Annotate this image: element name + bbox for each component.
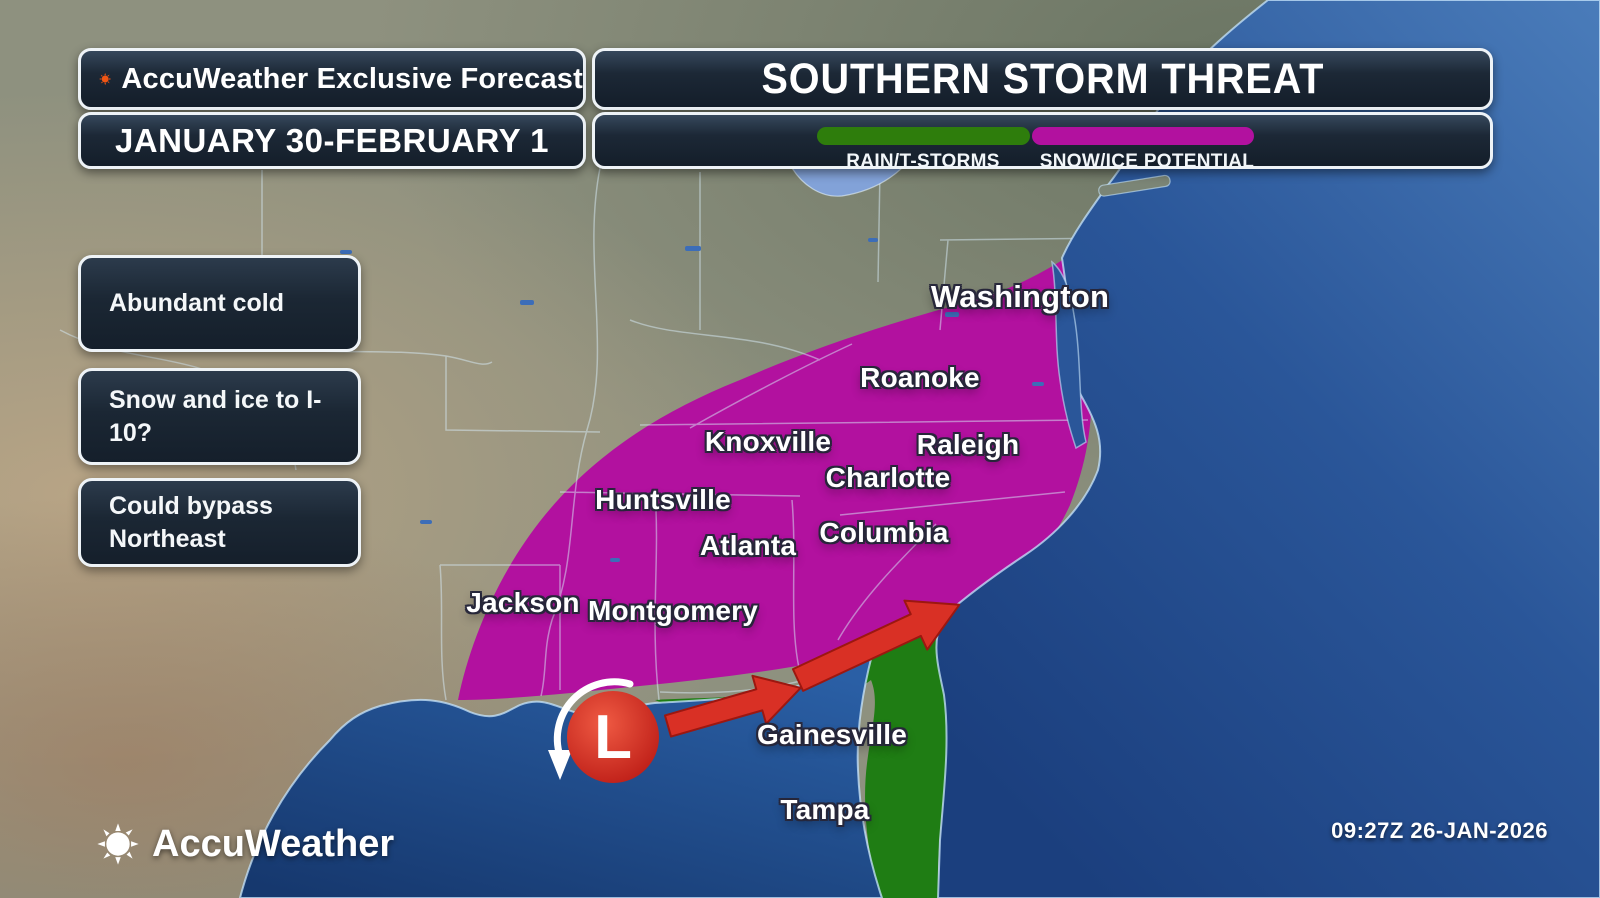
legend-bar: RAIN/T-STORMS SNOW/ICE POTENTIAL — [592, 112, 1493, 172]
city-label-gainesville: Gainesville — [756, 719, 908, 750]
accuweather-logo-text: AccuWeather — [152, 822, 395, 865]
callout-abundant-cold: Abundant cold — [78, 255, 361, 352]
storm-track-arrow-east — [791, 599, 961, 692]
long-island — [1098, 174, 1171, 197]
low-pressure-circle — [567, 691, 659, 783]
callout-text: Could bypass Northeast — [109, 492, 273, 553]
cyclonic-rotation-arrow — [553, 678, 634, 760]
low-pressure-letter: L — [594, 703, 632, 772]
rain-t-storms-area — [655, 624, 955, 898]
callout-snow-ice-i10: Snow and ice to I-10? — [78, 368, 361, 465]
city-label-raleigh: Raleigh — [916, 429, 1020, 460]
sun-icon — [99, 72, 112, 86]
city-label-columbia: Columbia — [819, 517, 949, 548]
city-label-roanoke: Roanoke — [860, 362, 980, 393]
title-bar: SOUTHERN STORM THREAT — [592, 48, 1493, 110]
city-label-montgomery: Montgomery — [588, 595, 758, 626]
city-label-huntsville: Huntsville — [595, 484, 731, 515]
legend-swatches — [817, 127, 1254, 145]
lake-erie — [790, 167, 904, 197]
callout-text: Snow and ice to I-10? — [109, 386, 322, 447]
timestamp: 09:27Z 26-JAN-2026 — [1331, 818, 1548, 843]
city-label-knoxville: Knoxville — [704, 426, 832, 457]
date-range: JANUARY 30-FEBRUARY 1 — [114, 121, 550, 159]
storm-track-arrow-west — [663, 674, 802, 738]
city-label-washington: Washington — [930, 279, 1110, 314]
callout-text: Abundant cold — [109, 289, 284, 318]
small-lakes — [340, 238, 1044, 562]
city-label-charlotte: Charlotte — [825, 462, 951, 493]
legend-swatch-rain — [817, 127, 1030, 145]
city-label-tampa: Tampa — [780, 794, 870, 825]
chesapeake-bay — [1050, 260, 1087, 450]
brand-text: AccuWeather Exclusive Forecast — [121, 62, 583, 95]
page-title: SOUTHERN STORM THREAT — [761, 54, 1324, 103]
accuweather-logo: AccuWeather — [96, 822, 394, 866]
legend-label-snow-ice: SNOW/ICE POTENTIAL — [1039, 151, 1255, 172]
sun-icon — [97, 823, 139, 865]
legend-swatch-snow-ice — [1032, 127, 1254, 145]
cyclonic-rotation-arrowhead — [548, 750, 572, 780]
city-label-jackson: Jackson — [466, 587, 580, 618]
date-bar: JANUARY 30-FEBRUARY 1 — [78, 112, 586, 169]
city-label-atlanta: Atlanta — [699, 530, 797, 561]
brand-bar: AccuWeather Exclusive Forecast — [78, 48, 586, 110]
low-pressure-symbol: L — [548, 678, 659, 783]
legend-label-rain: RAIN/T-STORMS — [846, 151, 1000, 172]
snow-ice-potential-area — [458, 244, 1103, 700]
callout-bypass-northeast: Could bypass Northeast — [78, 478, 361, 567]
